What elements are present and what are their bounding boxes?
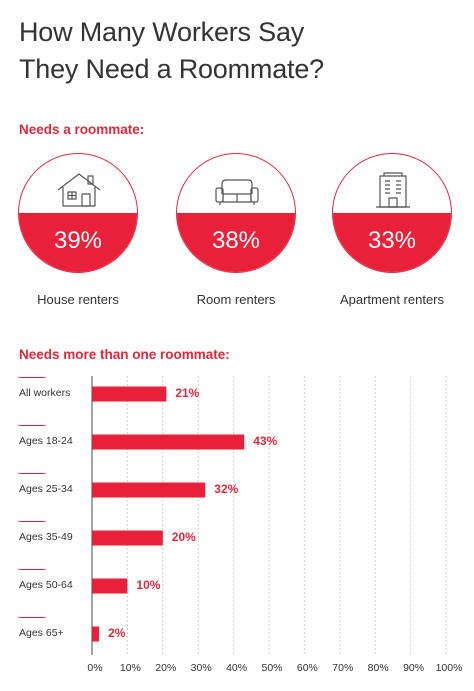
page-title: How Many Workers Say They Need a Roommat… [19,14,324,88]
bar [92,386,167,402]
x-tick-label: 70% [332,662,354,674]
category-label: Ages 35-49 [19,521,73,543]
section-label-needs-roommate: Needs a roommate: [19,122,145,137]
apartment-renters-label: Apartment renters [339,292,445,307]
bar-value-label: 2% [108,626,126,640]
bar [92,626,100,642]
x-tick-label: 40% [226,662,248,674]
category-label: Ages 25-34 [19,473,73,495]
category-label: Ages 65+ [19,617,64,639]
room-renters-circle: 38% [176,153,296,273]
bar-value-label: 43% [253,434,278,448]
x-tick-label: 20% [155,662,177,674]
building-icon [376,172,410,208]
bar [92,578,128,594]
x-tick-label: 90% [403,662,425,674]
house-icon [57,173,101,207]
x-tick-label: 30% [190,662,212,674]
house-renters-label: House renters [37,292,119,307]
room-renters-label: Room renters [196,292,276,307]
bar-value-label: 20% [171,530,196,544]
house-renters-value: 39% [53,227,103,254]
category-label: Ages 18-24 [19,425,73,447]
category-label: Ages 50-64 [19,569,73,591]
x-tick-label: 60% [296,662,318,674]
section-label-more-than-one: Needs more than one roommate: [19,347,230,362]
x-tick-label: 10% [119,662,141,674]
x-tick-label: 80% [367,662,389,674]
room-renters-value: 38% [211,227,261,254]
apartment-renters-value: 33% [367,227,417,254]
sofa-icon [215,179,259,205]
bar-value-label: 32% [214,482,239,496]
x-tick-label: 50% [261,662,283,674]
x-tick-label: 0% [87,662,103,674]
bar-chart [91,376,447,655]
title-line-2: They Need a Roommate? [19,54,324,84]
bar-value-label: 21% [175,386,200,400]
category-label: All workers [19,377,71,399]
bar [92,530,163,546]
house-renters-fill [19,213,137,272]
title-line-1: How Many Workers Say [19,17,305,47]
room-renters-fill [177,213,295,272]
x-tick-label: 100% [435,662,463,674]
bar-value-label: 10% [136,578,161,592]
apartment-renters-circle: 33% [332,153,452,273]
bar [92,434,245,450]
bar [92,482,206,498]
apartment-renters-fill [333,213,451,272]
house-renters-circle: 39% [18,153,138,273]
